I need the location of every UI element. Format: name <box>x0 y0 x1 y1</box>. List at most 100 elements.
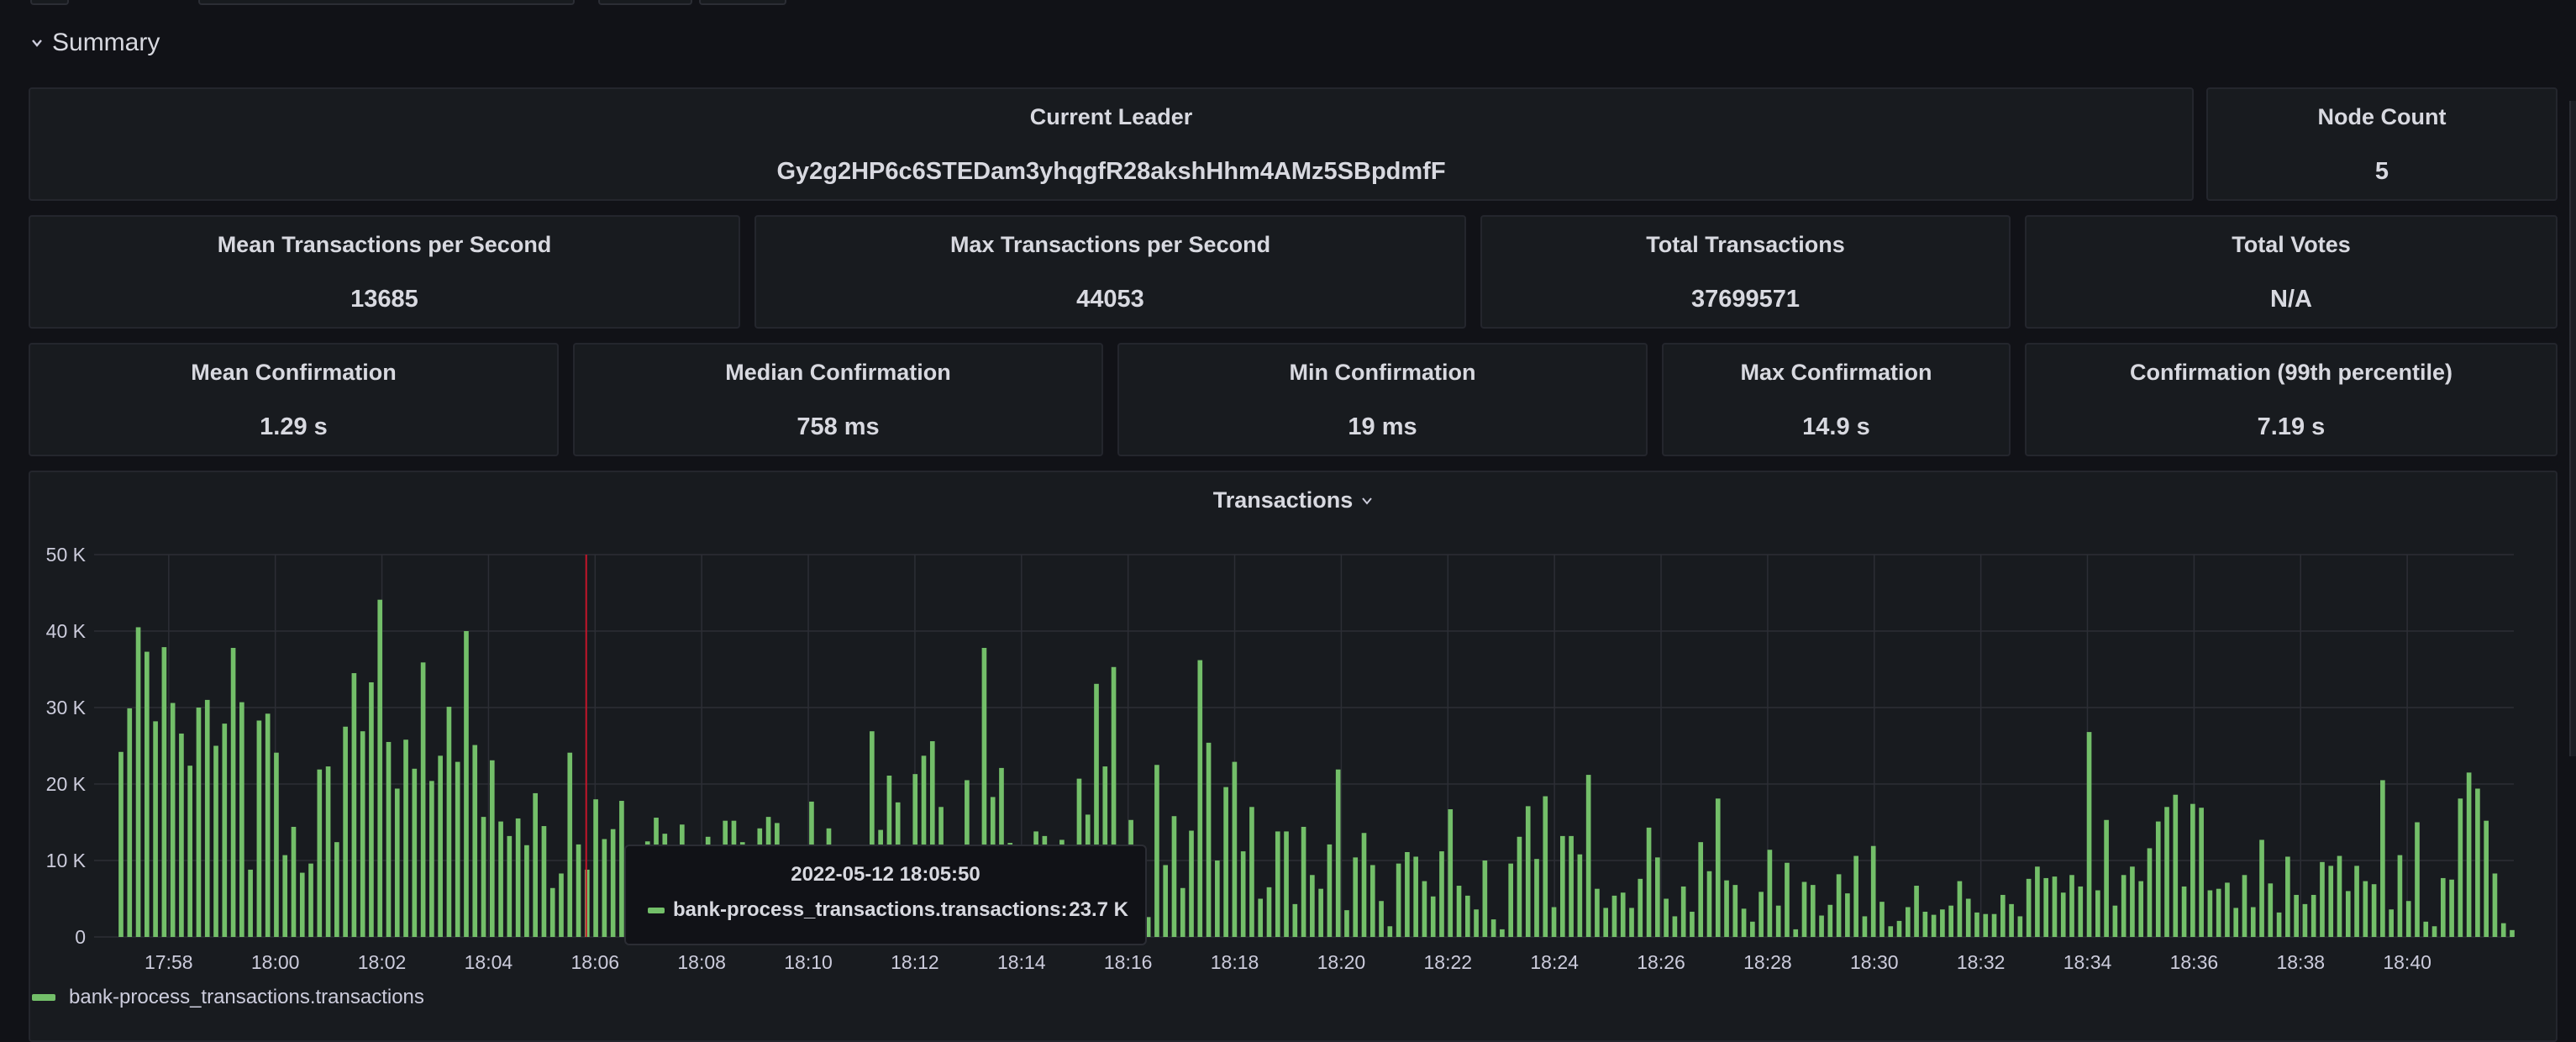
x-tick-label: 18:08 <box>677 951 726 973</box>
bar <box>334 842 339 937</box>
panel-title: Max Transactions per Second <box>949 232 1271 257</box>
bar <box>1240 851 1246 937</box>
bar <box>1905 907 1911 937</box>
row-summary-toggle[interactable]: Summary <box>30 29 160 57</box>
bar <box>567 752 573 937</box>
bar <box>2405 901 2411 937</box>
bar <box>1379 901 1384 937</box>
bar <box>1741 908 1747 937</box>
bar <box>2397 855 2403 937</box>
bar <box>1775 905 1781 937</box>
y-tick-label: 30 K <box>46 697 87 718</box>
bar <box>464 631 469 937</box>
panel-title: Min Confirmation <box>1289 360 1476 385</box>
panel-title: Mean Confirmation <box>191 360 397 385</box>
bar <box>1785 862 1790 937</box>
panel-title-menu[interactable]: Transactions <box>30 487 2556 513</box>
bar <box>1853 855 1858 937</box>
bar <box>2060 892 2066 937</box>
bar <box>403 739 408 937</box>
bar <box>1836 874 1842 937</box>
bar <box>1171 816 1177 937</box>
panel-max-tps[interactable]: Max Transactions per Second 44053 <box>754 215 1466 329</box>
bar <box>2389 909 2394 937</box>
bar <box>1508 863 1513 937</box>
bar <box>1569 835 1574 937</box>
bar <box>2207 890 2213 937</box>
bar <box>1275 831 1280 937</box>
panel-mean-tps[interactable]: Mean Transactions per Second 13685 <box>29 215 740 329</box>
tooltip-series: bank-process_transactions.transactions: <box>673 898 1068 921</box>
bar <box>1292 903 1298 937</box>
tooltip-time: 2022-05-12 18:05:50 <box>791 863 980 886</box>
panel-p99-confirmation[interactable]: Confirmation (99th percentile) 7.19 s <box>2025 343 2558 456</box>
bar <box>360 731 365 937</box>
bar <box>1258 898 1264 937</box>
bar <box>1680 886 1686 937</box>
max-confirmation-value: 14.9 s <box>1802 413 1870 440</box>
x-tick-label: 18:38 <box>2276 951 2325 973</box>
bar <box>2242 875 2247 937</box>
chevron-down-icon <box>1362 497 1373 505</box>
bar <box>1655 857 1660 937</box>
bar <box>394 788 400 937</box>
bar <box>981 648 987 937</box>
bar <box>1706 871 1712 937</box>
toolbar-control-2[interactable] <box>198 0 575 5</box>
panel-min-confirmation[interactable]: Min Confirmation 19 ms <box>1117 343 1648 456</box>
bar <box>2440 877 2446 937</box>
panel-total-transactions[interactable]: Total Transactions 37699571 <box>1480 215 2011 329</box>
bar <box>213 745 218 937</box>
panel-node-count[interactable]: Node Count 5 <box>2206 87 2558 201</box>
panel-mean-confirmation[interactable]: Mean Confirmation 1.29 s <box>29 343 559 456</box>
bar <box>1448 809 1454 937</box>
panel-total-votes[interactable]: Total Votes N/A <box>2025 215 2558 329</box>
bar <box>2147 848 2153 937</box>
total-votes-value: N/A <box>2270 286 2312 313</box>
bar <box>515 818 521 937</box>
bar <box>291 826 297 937</box>
x-tick-label: 18:20 <box>1317 951 1366 973</box>
bar <box>481 817 486 937</box>
panel-median-confirmation[interactable]: Median Confirmation 758 ms <box>573 343 1103 456</box>
bar <box>179 733 184 937</box>
bar <box>2320 861 2325 937</box>
bar <box>317 769 323 937</box>
bar <box>1422 881 1427 937</box>
bar <box>446 707 452 937</box>
bar <box>2233 908 2239 937</box>
bar <box>1154 765 1159 937</box>
bar <box>1759 892 1764 937</box>
legend-item[interactable]: bank-process_transactions.transactions <box>32 986 424 1009</box>
toolbar-control-3[interactable] <box>598 0 692 5</box>
bar <box>2276 912 2282 937</box>
bar <box>1344 910 1349 937</box>
panel-max-confirmation[interactable]: Max Confirmation 14.9 s <box>1662 343 2011 456</box>
bar <box>2337 855 2342 937</box>
bar <box>1482 860 1488 937</box>
bar <box>498 821 503 937</box>
bar <box>369 682 374 937</box>
bar <box>2510 929 2515 937</box>
bar <box>1767 850 1773 937</box>
row-title: Summary <box>52 29 160 56</box>
bar <box>308 863 313 937</box>
panel-title: Median Confirmation <box>725 360 951 385</box>
y-tick-label: 50 K <box>46 544 87 566</box>
panel-current-leader[interactable]: Current Leader Gy2g2HP6c6STEDam3yhqgfR28… <box>29 87 2194 201</box>
toolbar-control-1[interactable] <box>30 0 69 5</box>
bar <box>1974 912 1979 937</box>
bar <box>2216 888 2221 937</box>
bar <box>2363 881 2368 937</box>
scrollbar[interactable] <box>2569 101 2576 756</box>
x-tick-label: 18:32 <box>1957 951 2006 973</box>
bar <box>2026 878 2032 937</box>
bar <box>2009 903 2014 937</box>
x-tick-label: 18:36 <box>2170 951 2219 973</box>
bar <box>1249 807 1254 937</box>
bar <box>1983 913 1989 937</box>
toolbar-control-4[interactable] <box>699 0 786 5</box>
bar <box>2259 839 2264 937</box>
bar <box>2449 879 2454 937</box>
